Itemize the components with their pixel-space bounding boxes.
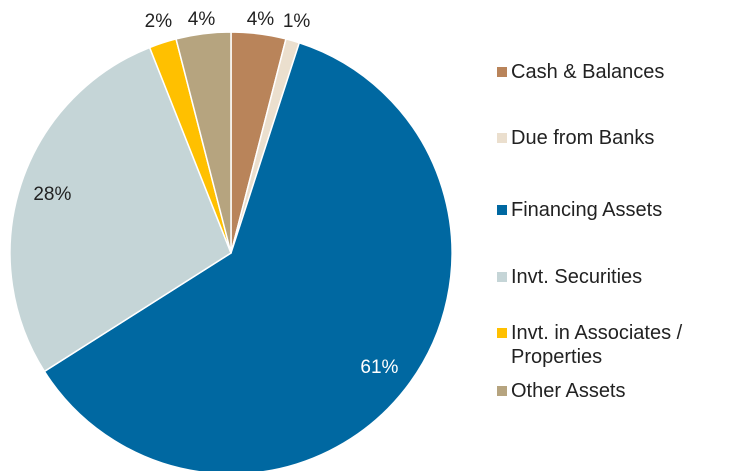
- data-label: 28%: [33, 184, 71, 205]
- data-label: 61%: [360, 357, 398, 378]
- legend-swatch: [497, 272, 507, 282]
- pie-slice: [175, 31, 232, 254]
- pie-slice: [43, 41, 453, 471]
- legend-label: Invt. Securities: [511, 266, 643, 288]
- legend-swatch: [497, 133, 507, 143]
- legend-swatch: [497, 386, 507, 396]
- legend-swatch: [497, 328, 507, 338]
- data-label: 1%: [283, 11, 311, 32]
- legend-item: Cash & Balances: [497, 60, 737, 84]
- data-label: 2%: [145, 11, 173, 32]
- legend-label: Other Assets: [511, 380, 626, 402]
- legend-item: Invt. Securities: [497, 265, 737, 289]
- legend-item: Other Assets: [497, 379, 737, 403]
- legend-label: Financing Assets: [511, 199, 663, 221]
- data-label: 4%: [247, 9, 275, 30]
- legend-label: Invt. in Associates / Properties: [511, 322, 683, 368]
- legend-swatch: [497, 205, 507, 215]
- legend-swatch: [497, 67, 507, 77]
- legend-label: Due from Banks: [511, 127, 655, 149]
- legend-item: Due from Banks: [497, 126, 737, 150]
- legend-item: Financing Assets: [497, 198, 737, 222]
- legend-item: Invt. in Associates / Properties: [497, 321, 737, 369]
- legend-label: Cash & Balances: [511, 61, 665, 83]
- data-label: 4%: [188, 9, 216, 30]
- pie-slice: [9, 46, 232, 373]
